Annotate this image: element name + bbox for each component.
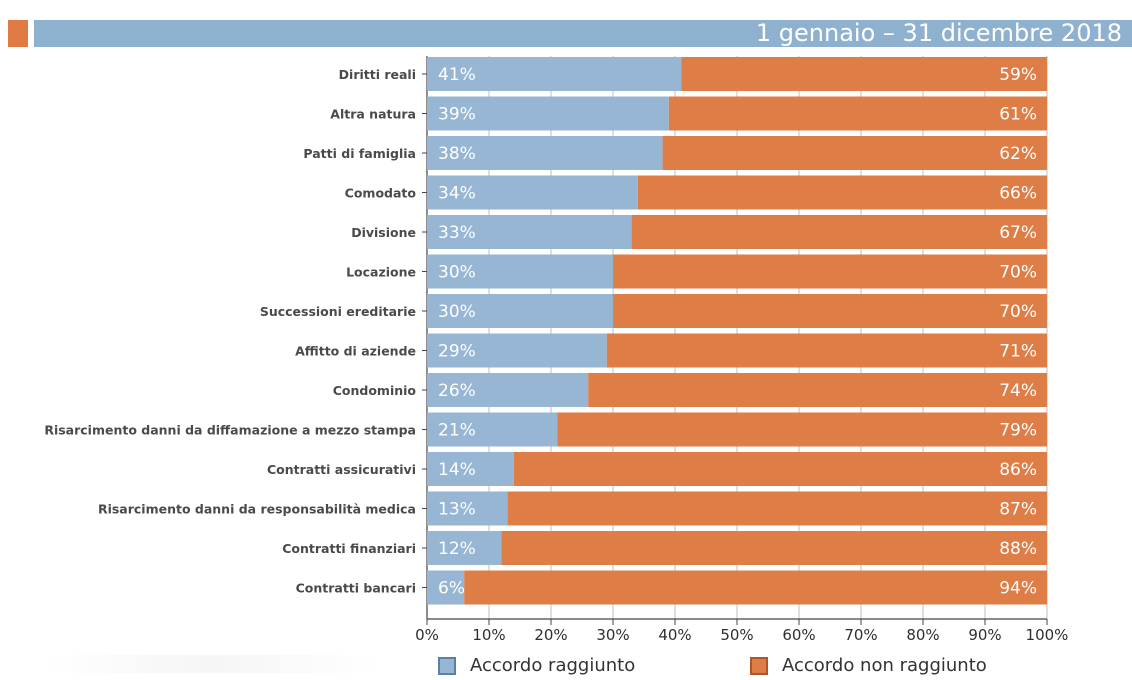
data-label-accordo-non-raggiunto: 66% [999, 184, 1037, 204]
data-label-accordo-non-raggiunto: 94% [999, 579, 1037, 599]
category-label: Successioni ereditarie [260, 304, 416, 319]
x-axis-tick-label: 90% [968, 626, 1001, 644]
data-label-accordo-raggiunto: 14% [438, 460, 476, 480]
x-axis-tick-label: 30% [596, 626, 629, 644]
x-axis-tick-label: 0% [415, 626, 439, 644]
background-fade [40, 655, 380, 673]
x-axis-tick-label: 10% [472, 626, 505, 644]
bar-accordo-raggiunto [427, 215, 632, 249]
legend-item-accordo-non-raggiunto: Accordo non raggiunto [750, 655, 987, 676]
data-label-accordo-raggiunto: 13% [438, 500, 476, 520]
bar-accordo-non-raggiunto [501, 531, 1047, 565]
bar-accordo-raggiunto [427, 136, 663, 170]
bar-accordo-non-raggiunto [668, 96, 1047, 131]
bar-accordo-raggiunto [427, 294, 613, 328]
x-axis-tick-label: 50% [720, 626, 753, 644]
legend-swatch-orange [750, 656, 768, 675]
header-accent-mark [8, 20, 28, 47]
category-label: Contratti bancari [296, 581, 416, 596]
bar-accordo-raggiunto [427, 57, 682, 91]
category-label: Affitto di aziende [295, 344, 416, 359]
category-label: Diritti reali [339, 67, 416, 82]
legend-item-accordo-raggiunto: Accordo raggiunto [438, 655, 635, 676]
category-label: Condominio [333, 383, 417, 398]
bar-accordo-raggiunto [427, 491, 508, 526]
x-axis-tick-label: 40% [658, 626, 691, 644]
data-label-accordo-non-raggiunto: 70% [999, 263, 1037, 283]
category-label: Contratti assicurativi [267, 462, 416, 477]
bar-accordo-non-raggiunto [662, 136, 1047, 170]
x-axis-tick-label: 70% [844, 626, 877, 644]
bar-accordo-non-raggiunto [513, 452, 1047, 486]
data-label-accordo-non-raggiunto: 61% [999, 105, 1037, 125]
bar-accordo-non-raggiunto [588, 373, 1047, 407]
legend-label-accordo-raggiunto: Accordo raggiunto [470, 655, 636, 676]
x-axis-tick-label: 100% [1026, 626, 1069, 644]
data-label-accordo-non-raggiunto: 59% [999, 65, 1037, 85]
bar-accordo-non-raggiunto [464, 570, 1047, 605]
bar-accordo-raggiunto [427, 412, 558, 447]
category-label: Contratti finanziari [282, 541, 416, 556]
data-label-accordo-non-raggiunto: 74% [999, 381, 1037, 401]
data-label-accordo-raggiunto: 26% [438, 381, 476, 401]
legend-swatch-blue [438, 656, 456, 675]
x-axis-tick-label: 20% [534, 626, 567, 644]
bar-accordo-raggiunto [427, 452, 514, 486]
data-label-accordo-non-raggiunto: 86% [999, 460, 1037, 480]
data-label-accordo-raggiunto: 21% [438, 421, 476, 441]
data-label-accordo-non-raggiunto: 62% [999, 144, 1037, 164]
data-label-accordo-raggiunto: 29% [438, 342, 476, 362]
data-label-accordo-raggiunto: 12% [438, 539, 476, 559]
data-label-accordo-non-raggiunto: 70% [999, 302, 1037, 322]
bar-accordo-non-raggiunto [606, 333, 1047, 368]
x-axis-tick-label: 80% [906, 626, 939, 644]
bar-accordo-raggiunto [427, 254, 613, 289]
data-label-accordo-non-raggiunto: 88% [999, 539, 1037, 559]
category-label: Risarcimento danni da diffamazione a mez… [44, 423, 416, 438]
bar-accordo-non-raggiunto [507, 491, 1048, 526]
bar-accordo-raggiunto [427, 570, 465, 605]
category-label: Patti di famiglia [303, 146, 416, 161]
data-label-accordo-non-raggiunto: 67% [999, 223, 1037, 243]
bar-accordo-raggiunto [427, 333, 607, 368]
bar-accordo-raggiunto [427, 531, 502, 565]
data-label-accordo-non-raggiunto: 71% [999, 342, 1037, 362]
bar-accordo-raggiunto [427, 96, 669, 131]
category-label: Risarcimento danni da responsabilità med… [98, 502, 416, 517]
header-title: 1 gennaio – 31 dicembre 2018 [755, 19, 1122, 47]
bar-accordo-non-raggiunto [681, 57, 1047, 91]
data-label-accordo-raggiunto: 30% [438, 263, 476, 283]
data-label-accordo-raggiunto: 6% [438, 579, 465, 599]
bar-accordo-non-raggiunto [631, 215, 1047, 249]
bar-accordo-raggiunto [427, 175, 638, 210]
data-label-accordo-raggiunto: 39% [438, 105, 476, 125]
bar-accordo-non-raggiunto [637, 175, 1047, 210]
data-label-accordo-raggiunto: 30% [438, 302, 476, 322]
data-label-accordo-raggiunto: 34% [438, 184, 476, 204]
bar-accordo-non-raggiunto [613, 254, 1047, 289]
category-label: Altra natura [330, 107, 416, 122]
data-label-accordo-raggiunto: 41% [438, 65, 476, 85]
x-axis-tick-label: 60% [782, 626, 815, 644]
category-label: Locazione [346, 265, 416, 280]
header-bar: 1 gennaio – 31 dicembre 2018 [34, 19, 1132, 47]
category-label: Comodato [345, 186, 417, 201]
bar-accordo-raggiunto [427, 373, 589, 407]
data-label-accordo-raggiunto: 33% [438, 223, 476, 243]
legend-label-accordo-non-raggiunto: Accordo non raggiunto [782, 655, 987, 676]
data-label-accordo-non-raggiunto: 87% [999, 500, 1037, 520]
data-label-accordo-raggiunto: 38% [438, 144, 476, 164]
data-label-accordo-non-raggiunto: 79% [999, 421, 1037, 441]
bar-accordo-non-raggiunto [613, 294, 1047, 328]
category-label: Divisione [351, 225, 416, 240]
bar-accordo-non-raggiunto [557, 412, 1047, 447]
